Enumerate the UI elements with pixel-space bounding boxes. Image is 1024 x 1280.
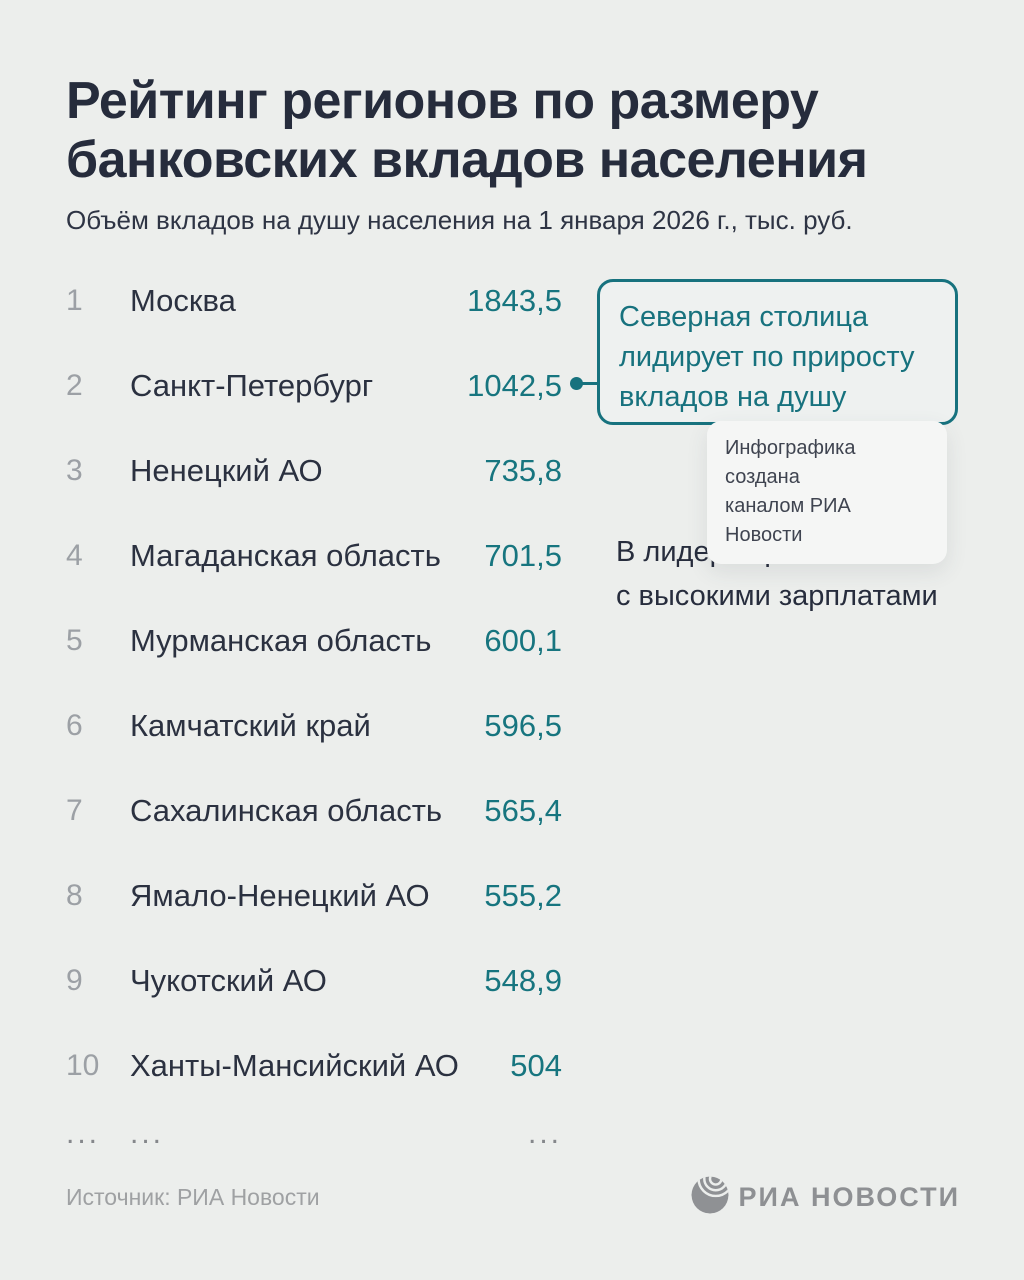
row-value: 1843,5 [467,282,562,318]
table-row: 5 Мурманская область 600,1 [66,598,562,683]
callout-line3: вкладов на душу [619,381,847,414]
table-row: 4 Магаданская область 701,5 [66,513,562,598]
table-row: 1 Москва 1843,5 [66,258,562,343]
table-row-ellipsis: ... ... ... [66,1108,562,1160]
row-value: 504 [510,1047,562,1083]
table-row: 10 Ханты-Мансийский АО 504 [66,1023,562,1108]
callout-line1: Северная столица [619,301,869,333]
row-value: 565,4 [484,792,562,828]
table-row: 9 Чукотский АО 548,9 [66,938,562,1023]
row-region: Ханты-Мансийский АО [130,1047,459,1083]
credit-badge-line2: каналом РИА Новости [725,495,851,546]
table-row: 6 Камчатский край 596,5 [66,683,562,768]
row-region: Мурманская область [130,622,432,658]
row-value: 555,2 [484,877,562,913]
row-rank: 5 [66,623,83,657]
callout-connector-line [578,382,599,385]
credit-badge: Инфографика создана каналом РИА Новости [707,421,947,564]
credit-badge-line1: Инфографика создана [725,437,856,488]
row-value: 548,9 [484,962,562,998]
ranking-list: 1 Москва 1843,5 2 Санкт-Петербург 1042,5… [66,258,562,1160]
ria-globe-icon [691,1176,729,1219]
row-value: 701,5 [484,537,562,573]
callout-line2: лидирует по приросту [619,341,915,374]
annotation-line2: с высокими зарплатами [616,579,938,612]
row-rank: 10 [66,1048,100,1082]
row-value: 735,8 [484,452,562,488]
page-title-line1: Рейтинг регионов по размеру [66,72,819,130]
row-region: Санкт-Петербург [130,367,374,403]
row-value: 596,5 [484,707,562,743]
row-value: 1042,5 [467,367,562,403]
row-rank: 6 [66,708,83,742]
page-title-line2: банковских вкладов населения [66,130,868,189]
row-rank: 7 [66,793,83,827]
row-rank: 2 [66,368,83,402]
row-rank: 3 [66,453,83,487]
row-rank: 8 [66,878,83,912]
page-title: Рейтинг регионов по размеру банковских в… [66,72,868,190]
table-row: 2 Санкт-Петербург 1042,5 [66,343,562,428]
row-region: Магаданская область [130,537,441,573]
row-rank: 4 [66,538,83,572]
ria-novosti-logo: РИА НОВОСТИ [691,1176,960,1219]
row-region: Ямало-Ненецкий АО [130,877,430,913]
row-rank: 9 [66,963,83,997]
row-region: Сахалинская область [130,792,443,828]
table-row: 8 Ямало-Ненецкий АО 555,2 [66,853,562,938]
page-subtitle: Объём вкладов на душу населения на 1 янв… [66,205,853,235]
row-rank-ellipsis: ... [66,1117,101,1150]
source-label: Источник: РИА Новости [66,1184,320,1210]
row-region-ellipsis: ... [130,1117,165,1150]
callout-box: Северная столица лидирует по приросту вк… [597,279,958,425]
logo-text: РИА НОВОСТИ [738,1182,960,1212]
table-row: 7 Сахалинская область 565,4 [66,768,562,853]
row-value-ellipsis: ... [527,1117,562,1150]
row-value: 600,1 [484,622,562,658]
row-rank: 1 [66,283,83,317]
row-region: Ненецкий АО [130,452,323,488]
row-region: Чукотский АО [130,962,327,998]
row-region: Москва [130,282,236,318]
row-region: Камчатский край [130,707,371,743]
table-row: 3 Ненецкий АО 735,8 [66,428,562,513]
callout-connector-dot [570,377,583,390]
